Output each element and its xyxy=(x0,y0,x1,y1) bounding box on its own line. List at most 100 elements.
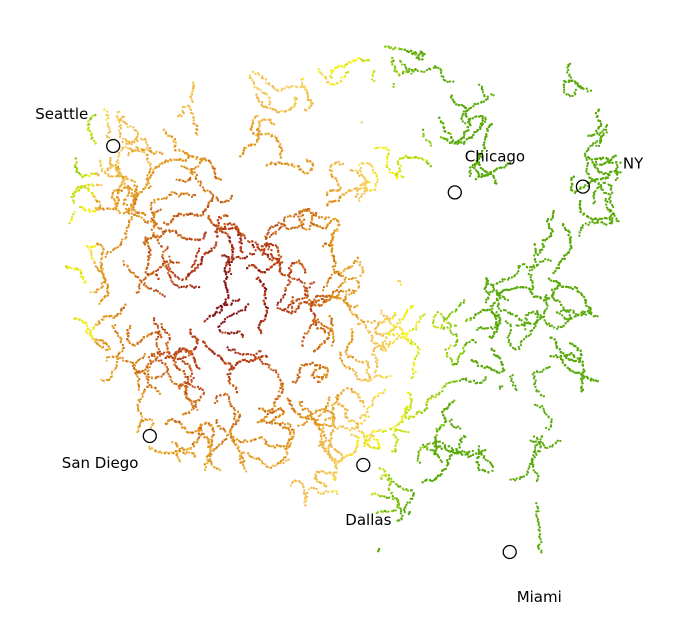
scatter-point xyxy=(519,475,522,479)
scatter-point xyxy=(136,430,139,434)
scatter-point xyxy=(579,226,583,230)
scatter-point xyxy=(370,78,374,81)
scatter-point xyxy=(343,278,346,281)
scatter-point xyxy=(108,127,111,131)
scatter-point xyxy=(533,381,537,385)
scatter-point xyxy=(288,276,291,279)
scatter-point xyxy=(526,470,529,473)
scatter-point xyxy=(263,438,266,441)
scatter-point xyxy=(538,370,541,374)
scatter-point xyxy=(318,70,321,73)
scatter-point xyxy=(378,146,381,149)
scatter-point xyxy=(318,215,321,219)
scatter-point xyxy=(142,391,145,394)
scatter-point xyxy=(165,366,169,369)
scatter-point xyxy=(386,160,389,163)
scatter-point xyxy=(354,195,358,198)
scatter-point xyxy=(539,438,542,441)
scatter-point xyxy=(322,434,326,437)
scatter-point xyxy=(499,319,502,322)
scatter-point xyxy=(106,122,110,125)
scatter-point xyxy=(558,312,561,315)
scatter-point xyxy=(399,485,402,488)
scatter-point xyxy=(127,212,131,215)
scatter-point xyxy=(126,147,130,150)
scatter-point xyxy=(374,185,377,188)
scatter-point xyxy=(267,228,270,232)
scatter-point xyxy=(535,443,539,446)
scatter-point xyxy=(192,193,195,197)
scatter-point xyxy=(307,409,310,413)
scatter-point xyxy=(373,188,377,191)
scatter-point xyxy=(342,298,345,302)
scatter-point xyxy=(168,267,172,270)
scatter-point xyxy=(359,166,363,170)
scatter-point xyxy=(139,397,142,401)
scatter-point xyxy=(351,313,354,316)
scatter-point xyxy=(559,303,563,307)
scatter-point xyxy=(414,370,417,374)
scatter-point xyxy=(574,312,578,316)
scatter-point xyxy=(127,154,130,157)
scatter-point xyxy=(331,83,334,86)
scatter-point xyxy=(567,93,570,96)
scatter-point xyxy=(489,283,493,286)
scatter-point xyxy=(149,220,153,223)
scatter-point xyxy=(486,459,489,463)
scatter-point xyxy=(235,312,239,315)
scatter-point xyxy=(175,261,178,264)
scatter-point xyxy=(268,96,271,99)
scatter-point xyxy=(615,217,618,220)
scatter-point xyxy=(285,227,288,230)
scatter-point xyxy=(272,86,275,89)
scatter-point xyxy=(233,408,236,412)
scatter-point xyxy=(320,437,323,441)
scatter-point xyxy=(326,401,329,405)
scatter-point xyxy=(603,222,606,225)
scatter-point xyxy=(388,427,391,430)
scatter-point xyxy=(277,375,280,379)
scatter-point xyxy=(308,327,311,330)
scatter-point xyxy=(358,174,361,178)
scatter-point xyxy=(121,115,124,119)
scatter-point xyxy=(447,346,451,350)
scatter-point xyxy=(306,491,309,494)
scatter-point xyxy=(127,219,131,222)
scatter-point xyxy=(298,480,301,483)
scatter-point xyxy=(455,335,458,338)
scatter-point xyxy=(281,308,284,312)
scatter-point xyxy=(348,306,351,310)
scatter-point xyxy=(538,533,542,536)
scatter-point xyxy=(157,209,160,212)
scatter-point xyxy=(535,472,539,475)
scatter-point xyxy=(451,310,454,314)
scatter-point xyxy=(462,110,465,113)
scatter-point xyxy=(129,360,132,364)
scatter-point xyxy=(399,175,403,178)
scatter-point xyxy=(279,307,282,310)
scatter-point xyxy=(600,221,603,224)
scatter-point xyxy=(436,440,440,443)
scatter-point xyxy=(254,241,257,244)
scatter-point xyxy=(340,359,343,362)
scatter-point xyxy=(332,290,335,293)
scatter-point xyxy=(559,439,562,443)
scatter-point xyxy=(90,254,93,257)
scatter-point xyxy=(154,152,157,155)
scatter-point xyxy=(285,450,288,453)
scatter-point xyxy=(397,519,401,522)
scatter-point xyxy=(161,152,164,155)
scatter-point xyxy=(107,116,110,120)
scatter-point xyxy=(116,334,120,338)
scatter-point xyxy=(133,141,136,144)
scatter-point xyxy=(406,489,410,492)
scatter-point xyxy=(141,148,145,151)
scatter-point xyxy=(532,377,536,380)
scatter-point xyxy=(385,146,388,149)
scatter-point xyxy=(274,422,277,425)
scatter-point xyxy=(165,267,168,270)
scatter-point xyxy=(514,384,517,387)
scatter-point xyxy=(267,466,270,469)
scatter-point xyxy=(599,131,602,135)
scatter-point xyxy=(351,367,354,371)
